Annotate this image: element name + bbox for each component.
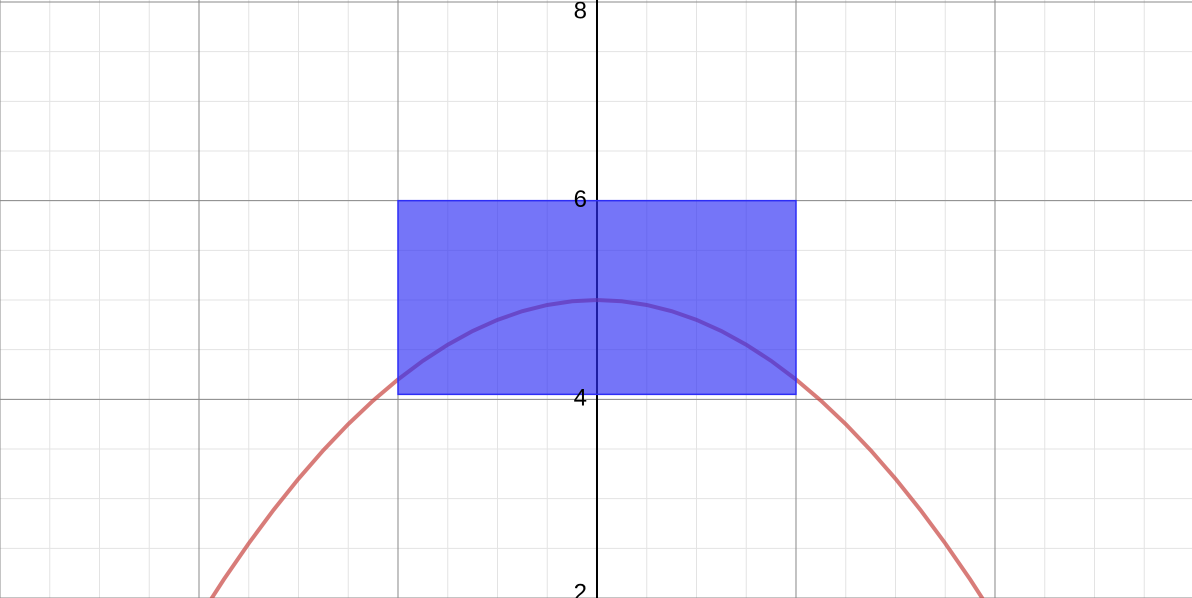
plot-area — [209, 199, 985, 598]
y-tick-label: 2 — [574, 579, 587, 598]
y-tick-label: 6 — [574, 186, 587, 213]
y-tick-label: 4 — [574, 385, 587, 412]
y-tick-label: 8 — [574, 0, 587, 24]
tick-labels: 2 4 6 8 — [574, 0, 587, 598]
rectangle — [397, 199, 797, 396]
